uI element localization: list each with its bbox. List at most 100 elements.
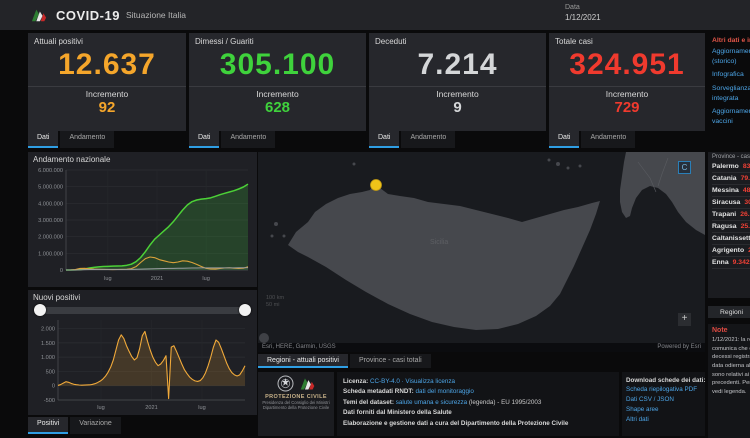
tab-variazione[interactable]: Variazione (70, 417, 121, 434)
svg-text:lug: lug (198, 405, 205, 411)
protezione-civile-emblem-icon (300, 378, 314, 390)
note-title: Note (712, 327, 728, 334)
province-row[interactable]: Caltanissetta24.666 (712, 233, 750, 245)
slider-handle-right[interactable] (239, 304, 251, 316)
map-zoom-in-button[interactable]: + (678, 313, 691, 326)
map-marker-palermo[interactable] (370, 179, 382, 191)
slider-track[interactable] (38, 307, 247, 314)
link-aggiornamenti-vaccini[interactable]: Aggiornamenti vaccini (712, 107, 750, 126)
calabria-border (637, 157, 669, 193)
svg-text:2.000: 2.000 (41, 327, 55, 333)
svg-text:500: 500 (46, 369, 55, 375)
svg-text:6.000.000: 6.000.000 (38, 168, 63, 174)
map-attribution: Esri, HERE, Garmin, USGS Powered by Esri (258, 343, 705, 352)
tab-andamento[interactable]: Andamento (221, 131, 276, 148)
province-row[interactable]: Agrigento20.118 (712, 245, 750, 257)
kpi-value: 7.214 (417, 48, 498, 81)
data-source-line: Dati forniti dal Ministero della Salute (343, 409, 452, 417)
metadata-line: Scheda metadati RNDT: dati del monitorag… (343, 388, 474, 396)
svg-text:2.000.000: 2.000.000 (38, 235, 63, 241)
island (259, 333, 269, 343)
repubblica-emblem-icon (277, 375, 293, 392)
kpi-tabs-attuali: Dati Andamento (28, 131, 115, 148)
chart-title: Nuovi positivi (33, 293, 81, 302)
download-other-link[interactable]: Altri dati (626, 416, 649, 424)
kpi-tabs-deceduti: Dati Andamento (369, 131, 456, 148)
downloads-title: Download schede dei dati: (626, 377, 705, 384)
province-row[interactable]: Enna 9.342 (712, 257, 750, 269)
footer-logo-block: PROTEZIONE CIVILE Presidenza del Consigl… (258, 372, 334, 436)
tab-andamento[interactable]: Andamento (60, 131, 115, 148)
link-aggiornamenti-storico[interactable]: Aggiornamenti (storico) (712, 48, 750, 66)
date-block: Data 1/12/2021 (565, 4, 601, 23)
dataset-theme-link[interactable]: salute umana e sicurezza (395, 398, 468, 406)
map-canvas: Sicilia (259, 152, 705, 343)
map-collapse-button[interactable]: C (678, 161, 691, 174)
tab-andamento[interactable]: Andamento (581, 131, 636, 148)
app-subtitle: Situazione Italia (125, 10, 186, 20)
tab-province-casi-totali[interactable]: Province - casi totali (349, 354, 431, 368)
andamento-nazionale-panel: Andamento nazionale 6.000.000 5.000.000 4.… (28, 152, 257, 287)
download-pdf-link[interactable]: Scheda riepilogativa PDF (626, 386, 698, 393)
sidebar-info-title: Altri dati e info: (712, 37, 750, 44)
footer-downloads-block: Download schede dei dati: Scheda riepilo… (622, 372, 705, 436)
protezione-civile-logo (31, 9, 47, 22)
data-processing-line: Elaborazione e gestione dati a cura del … (343, 419, 569, 427)
footer-info-block: Licenza: CC-BY-4.0 · Visualizza licenza … (337, 372, 619, 436)
svg-text:2021: 2021 (151, 276, 163, 282)
region-label: Sicilia (430, 239, 448, 246)
date-range-slider[interactable] (34, 304, 251, 316)
svg-text:1.500: 1.500 (41, 341, 55, 347)
kpi-value: 12.637 (58, 48, 156, 81)
link-infografica[interactable]: Infografica (712, 71, 744, 79)
tab-positivi[interactable]: Positivi (28, 417, 69, 434)
province-row[interactable]: Siracusa30.887 (712, 197, 750, 209)
map-scale: 100 km 50 mi (266, 294, 285, 309)
svg-text:-500: -500 (44, 398, 55, 404)
download-shape-link[interactable]: Shape aree (626, 406, 659, 414)
provinces-title: Province - casi totali (712, 154, 750, 160)
kpi-card-dimessi-guariti: Dimessi / Guariti 305.100 Incremento 628 (189, 33, 366, 131)
svg-text:lug: lug (97, 405, 104, 411)
kpi-tabs-totale: Dati Andamento (549, 131, 636, 148)
tab-regioni-attuali-positivi[interactable]: Regioni - attuali positivi (258, 354, 348, 368)
svg-text:lug: lug (202, 276, 209, 282)
island (274, 222, 278, 226)
tab-dati[interactable]: Dati (28, 131, 59, 148)
footer-org-sub2: Dipartimento della Protezione Civile (262, 405, 330, 411)
island (270, 234, 274, 238)
kpi-increment-label: Incremento (85, 89, 129, 99)
link-sorveglianza[interactable]: Sorveglianza integrata (712, 84, 750, 102)
metadata-link[interactable]: dati del monitoraggio (415, 388, 474, 396)
tab-regioni[interactable]: Regioni (708, 306, 750, 318)
tab-dati[interactable]: Dati (189, 131, 220, 148)
kpi-title: Totale casi (555, 37, 593, 46)
license-link[interactable]: CC-BY-4.0 · Visualizza licenza (369, 378, 455, 385)
svg-text:1.000: 1.000 (41, 355, 55, 361)
slider-handle-left[interactable] (34, 304, 46, 316)
tab-dati[interactable]: Dati (369, 131, 400, 148)
kpi-increment-label: Incremento (256, 89, 299, 99)
footer-org-sub1: Presidenza del Consiglio dei Ministri (262, 400, 330, 405)
tab-andamento[interactable]: Andamento (401, 131, 456, 148)
svg-text:5.000.000: 5.000.000 (38, 185, 63, 191)
tab-dati[interactable]: Dati (549, 131, 580, 148)
nuovi-positivi-tabs: Positivi Variazione (28, 417, 121, 434)
svg-text:4.000.000: 4.000.000 (38, 201, 63, 207)
sicilia-map[interactable]: Sicilia 100 km 50 mi C + Esri, HERE, Gar… (258, 152, 705, 352)
svg-text:3.000.000: 3.000.000 (38, 218, 63, 224)
kpi-card-attuali-positivi: Attuali positivi 12.637 Incremento 92 (28, 33, 186, 131)
powered-by-esri: Powered by Esri (657, 344, 701, 350)
download-csv-json-link[interactable]: Dati CSV / JSON (626, 396, 674, 404)
kpi-title: Deceduti (375, 37, 407, 46)
kpi-increment-value: 729 (614, 99, 640, 116)
divider (549, 86, 705, 87)
license-line: Licenza: CC-BY-4.0 · Visualizza licenza (343, 378, 455, 385)
